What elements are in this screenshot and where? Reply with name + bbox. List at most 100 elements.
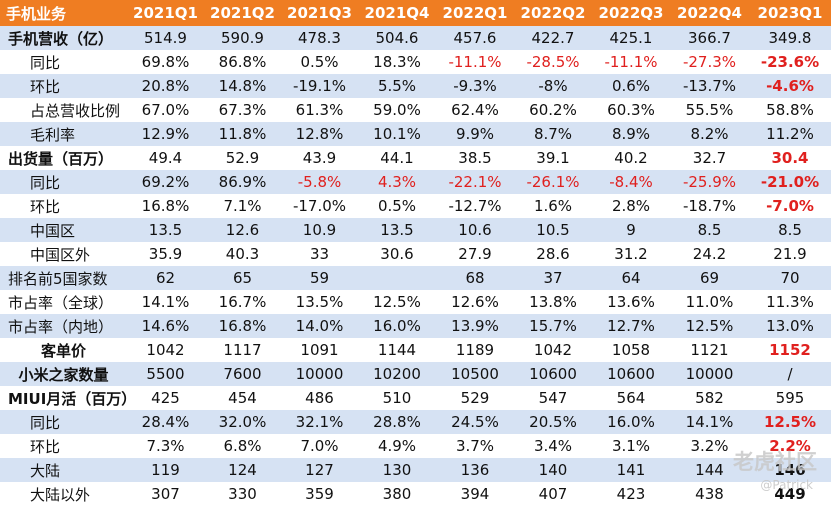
table-cell: 30.4 [749, 146, 831, 170]
table-cell: -23.6% [749, 50, 831, 74]
table-cell: 10600 [514, 362, 592, 386]
table-cell [358, 266, 436, 290]
table-cell: 67.3% [204, 98, 281, 122]
table-cell: 7.0% [281, 434, 358, 458]
header-quarter: 2022Q1 [436, 0, 514, 26]
table-cell: 39.1 [514, 146, 592, 170]
table-cell: 124 [204, 458, 281, 482]
table-cell: 15.7% [514, 314, 592, 338]
table-cell: 510 [358, 386, 436, 410]
table-cell: 10.9 [281, 218, 358, 242]
row-label: 市占率（内地） [0, 314, 127, 338]
table-cell: 1189 [436, 338, 514, 362]
table-cell: -4.6% [749, 74, 831, 98]
table-cell: 13.6% [592, 290, 670, 314]
table-cell: 32.7 [670, 146, 749, 170]
table-cell: -28.5% [514, 50, 592, 74]
row-label: 出货量（百万） [0, 146, 127, 170]
table-cell: 514.9 [127, 26, 204, 50]
table-cell: 349.8 [749, 26, 831, 50]
table-cell: 32.1% [281, 410, 358, 434]
table-cell: 10.6 [436, 218, 514, 242]
table-cell: 30.6 [358, 242, 436, 266]
table-cell: -7.0% [749, 194, 831, 218]
table-cell: 13.0% [749, 314, 831, 338]
table-cell: 0.6% [592, 74, 670, 98]
table-cell: 486 [281, 386, 358, 410]
table-cell: 12.5% [670, 314, 749, 338]
row-label: 占总营收比例 [0, 98, 127, 122]
table-cell: 18.3% [358, 50, 436, 74]
table-cell: 595 [749, 386, 831, 410]
table-cell: 582 [670, 386, 749, 410]
table-cell: 7600 [204, 362, 281, 386]
table-cell: -5.8% [281, 170, 358, 194]
table-cell: 423 [592, 482, 670, 506]
table-cell: 10.1% [358, 122, 436, 146]
table-cell: -8% [514, 74, 592, 98]
table-cell: 307 [127, 482, 204, 506]
table-cell: 425 [127, 386, 204, 410]
row-label: 中国区外 [0, 242, 127, 266]
table-cell: 16.8% [204, 314, 281, 338]
table-cell: 28.6 [514, 242, 592, 266]
table-cell: 13.8% [514, 290, 592, 314]
table-cell: -9.3% [436, 74, 514, 98]
table-cell: -21.0% [749, 170, 831, 194]
table-row: 同比 69.8% 86.8% 0.5% 18.3% -11.1% -28.5% -11.1% -… [0, 50, 831, 74]
table-cell: 20.5% [514, 410, 592, 434]
table-cell: 12.7% [592, 314, 670, 338]
table-row: 中国区外 35.9 40.3 33 30.6 27.9 28.6 31.2 24.2 21.9 [0, 242, 831, 266]
table-cell: 2.8% [592, 194, 670, 218]
table-cell: 55.5% [670, 98, 749, 122]
table-cell: 14.0% [281, 314, 358, 338]
row-label: 市占率（全球） [0, 290, 127, 314]
table-cell: 21.9 [749, 242, 831, 266]
table-cell: 438 [670, 482, 749, 506]
row-label: 同比 [0, 410, 127, 434]
table-row: 排名前5国家数 62 65 59 68 37 64 69 70 [0, 266, 831, 290]
table-cell: 422.7 [514, 26, 592, 50]
table-cell: 144 [670, 458, 749, 482]
table-row: 环比 7.3% 6.8% 7.0% 4.9% 3.7% 3.4% 3.1% 3.2% 2.2% [0, 434, 831, 458]
row-label: 毛利率 [0, 122, 127, 146]
table-cell: 9 [592, 218, 670, 242]
row-label: 环比 [0, 194, 127, 218]
row-label: MIUI月活（百万） [0, 386, 127, 410]
row-label: 排名前5国家数 [0, 266, 127, 290]
table-cell: 8.5 [670, 218, 749, 242]
row-label: 小米之家数量 [0, 362, 127, 386]
table-cell: 12.8% [281, 122, 358, 146]
table-cell: 64 [592, 266, 670, 290]
table-cell: 60.3% [592, 98, 670, 122]
table-cell: 70 [749, 266, 831, 290]
table-cell: 5.5% [358, 74, 436, 98]
table-cell: 7.3% [127, 434, 204, 458]
table-cell: 10500 [436, 362, 514, 386]
table-cell: 16.0% [592, 410, 670, 434]
header-quarter: 2021Q2 [204, 0, 281, 26]
header-quarter: 2021Q3 [281, 0, 358, 26]
row-label: 大陆以外 [0, 482, 127, 506]
table-cell: 529 [436, 386, 514, 410]
table-cell: 4.9% [358, 434, 436, 458]
table-cell: 37 [514, 266, 592, 290]
table-cell: 457.6 [436, 26, 514, 50]
table-cell: 9.9% [436, 122, 514, 146]
table-cell: 5500 [127, 362, 204, 386]
table-cell: 10000 [670, 362, 749, 386]
table-cell: 11.8% [204, 122, 281, 146]
row-label: 手机营收（亿） [0, 26, 127, 50]
table-cell: 28.4% [127, 410, 204, 434]
table-cell: 359 [281, 482, 358, 506]
table-cell: -12.7% [436, 194, 514, 218]
table-cell: 69.2% [127, 170, 204, 194]
table-row: 市占率（内地） 14.6% 16.8% 14.0% 16.0% 13.9% 15.7% 12.… [0, 314, 831, 338]
table-row: 手机营收（亿） 514.9 590.9 478.3 504.6 457.6 422.7 425… [0, 26, 831, 50]
table-cell: -27.3% [670, 50, 749, 74]
table-cell: 454 [204, 386, 281, 410]
table-cell: 3.1% [592, 434, 670, 458]
table-cell: -11.1% [436, 50, 514, 74]
table-cell: 8.5 [749, 218, 831, 242]
